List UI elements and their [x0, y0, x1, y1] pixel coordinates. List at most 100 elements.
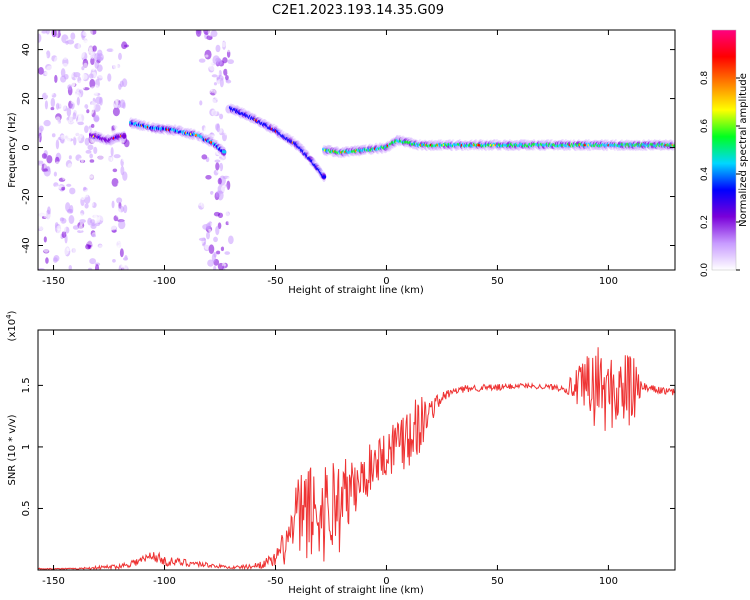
spectrogram-noise-cell [78, 170, 82, 176]
spectrogram-noise-cell [80, 73, 85, 80]
spectrogram-noise-cell [38, 235, 43, 240]
spectrogram-noise-cell [50, 106, 55, 111]
spectrogram-x-tick-label: 100 [599, 276, 618, 287]
snr-scale-label: (x104) [5, 310, 18, 341]
spectrogram-noise-cell [121, 152, 128, 163]
spectrogram-noise-cell [90, 51, 95, 60]
snr-x-label: Height of straight line (km) [288, 585, 424, 596]
snr-x-tick-label: 50 [491, 576, 504, 587]
spectrogram-noise-cell [208, 244, 215, 254]
spectrogram-noise-cell [59, 30, 66, 35]
spectrogram-noise-cell [194, 181, 202, 190]
spectrogram-noise-cell [72, 246, 78, 255]
spectrogram-noise-cell [53, 171, 57, 177]
spectrogram-noise-cell [49, 200, 55, 210]
spectrogram-noise-cell [93, 245, 99, 255]
spectrogram-noise-cell [199, 166, 206, 174]
spectrogram-noise-cell [66, 46, 74, 51]
spectrogram-noise-cell [79, 191, 86, 201]
spectrogram-noise-cell [78, 83, 86, 91]
spectrogram-noise-cell [44, 136, 52, 143]
spectrogram-noise-cell [202, 210, 209, 215]
spectrogram-noise-cell [204, 265, 211, 270]
spectrogram-noise-cell [93, 146, 98, 155]
spectrogram-noise-cell [41, 153, 47, 159]
spectrogram-noise-cell [77, 43, 81, 51]
spectrogram-noise-cell [211, 175, 217, 184]
spectrogram-noise-cell [38, 67, 44, 75]
spectrogram-noise-cell [46, 91, 54, 97]
spectrogram-noise-cell [118, 52, 122, 61]
spectrogram-noise-cell [205, 174, 212, 180]
spectrogram-noise-cell [66, 258, 72, 265]
spectrogram-noise-cell [87, 267, 93, 270]
spectrogram-noise-cell [55, 139, 60, 150]
spectrogram-noise-cell [197, 86, 203, 91]
spectrogram-noise-cell [85, 244, 91, 250]
spectrogram-noise-cell [213, 150, 221, 155]
spectrogram-noise-cell [70, 32, 76, 40]
spectrogram-noise-cell [107, 55, 112, 59]
spectrogram-noise-cell [92, 45, 97, 52]
spectrogram-noise-cell [45, 195, 52, 202]
spectrogram-heatmap [38, 30, 675, 270]
spectrogram-noise-cell [91, 233, 96, 238]
spectrogram-noise-cell [38, 209, 44, 219]
colorbar-tick-label: 0.4 [700, 167, 710, 182]
snr-x-tick-label: -100 [153, 576, 176, 587]
spectrogram-y-tick-label: -20 [21, 188, 32, 204]
spectrogram-noise-cell [50, 97, 56, 108]
spectrogram-noise-cell [38, 133, 42, 139]
spectrogram-noise-cell [98, 187, 104, 192]
spectrogram-noise-cell [53, 255, 60, 262]
spectrogram-noise-cell [69, 230, 76, 234]
spectrogram-noise-cell [66, 247, 71, 252]
spectrogram-noise-cell [116, 197, 123, 204]
spectrogram-noise-cell [67, 84, 73, 91]
spectrogram-noise-cell [97, 49, 103, 57]
spectrogram-noise-cell [96, 253, 101, 259]
spectrogram-noise-cell [68, 265, 73, 270]
spectrogram-noise-cell [55, 102, 60, 110]
spectrogram-noise-cell [87, 50, 92, 54]
spectrogram-noise-cell [98, 244, 103, 253]
spectrogram-noise-cell [79, 97, 87, 102]
spectrogram-noise-cell [54, 185, 60, 190]
spectrogram-noise-cell [228, 133, 233, 140]
spectrogram-noise-cell [119, 99, 126, 109]
spectrogram-noise-cell [38, 246, 42, 254]
spectrogram-noise-cell [112, 97, 120, 102]
spectrogram-noise-cell [41, 255, 46, 263]
spectrogram-noise-cell [67, 39, 75, 45]
spectrogram-noise-cell [73, 72, 81, 78]
spectrogram-noise-cell [95, 235, 99, 241]
spectrogram-noise-cell [91, 101, 96, 111]
spectrogram-noise-cell [113, 121, 119, 130]
spectrogram-noise-cell [110, 130, 115, 137]
spectrogram-noise-cell [80, 250, 88, 255]
spectrogram-noise-cell [110, 55, 118, 65]
spectrogram-noise-cell [39, 203, 45, 209]
spectrogram-noise-cell [45, 262, 51, 268]
spectrogram-noise-cell [44, 71, 52, 76]
spectrogram-noise-cell [218, 70, 222, 77]
spectrogram-noise-cell [47, 213, 52, 222]
snr-y-tick-label: 0.5 [21, 501, 32, 517]
spectrogram-noise-cell [225, 74, 229, 81]
spectrogram-noise-cell [79, 107, 87, 111]
spectrogram-noise-cell [213, 82, 218, 86]
spectrogram-noise-cell [198, 237, 206, 241]
spectrogram-noise-cell [202, 256, 209, 261]
spectrogram-noise-cell [74, 265, 81, 270]
spectrogram-noise-cell [62, 141, 68, 150]
spectrogram-noise-cell [76, 202, 81, 211]
spectrogram-noise-cell [96, 64, 103, 72]
spectrogram-noise-cell [66, 107, 72, 117]
spectrogram-noise-cell [63, 73, 69, 80]
spectrogram-noise-cell [80, 48, 85, 59]
spectrogram-noise-cell [226, 180, 231, 190]
spectrogram-noise-cell [213, 265, 217, 270]
spectrogram-y-tick-label: 20 [21, 92, 32, 105]
spectrogram-noise-cell [85, 96, 89, 101]
spectrogram-noise-cell [214, 159, 221, 163]
